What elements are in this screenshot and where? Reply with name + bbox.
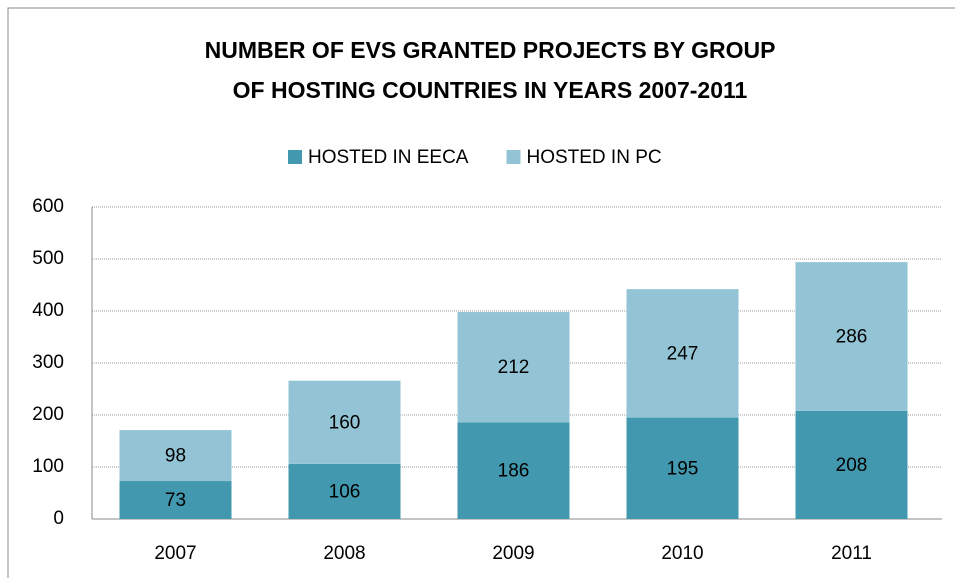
legend-label: HOSTED IN EECA <box>308 147 469 168</box>
legend-swatch <box>506 150 521 164</box>
chart-frame <box>7 7 955 578</box>
data-label: 208 <box>836 455 868 476</box>
data-label: 106 <box>329 481 361 502</box>
chart-title: NUMBER OF EVS GRANTED PROJECTS BY GROUP <box>205 37 776 63</box>
bar-segment <box>626 417 739 519</box>
data-label: 73 <box>165 490 186 511</box>
y-tick-label: 100 <box>32 456 64 477</box>
x-tick-label: 2011 <box>831 543 872 564</box>
x-tick-label: 2010 <box>661 543 703 564</box>
y-tick-label: 0 <box>53 508 64 529</box>
legend-label: HOSTED IN PC <box>526 147 661 168</box>
bar-segment <box>457 422 570 519</box>
chart-title: OF HOSTING COUNTRIES IN YEARS 2007-2011 <box>233 77 748 103</box>
y-tick-label: 500 <box>32 248 64 269</box>
y-tick-label: 400 <box>32 300 64 321</box>
bar-segment <box>795 262 908 411</box>
data-label: 98 <box>165 446 186 467</box>
x-tick-label: 2009 <box>492 543 534 564</box>
bar-segment <box>119 430 232 482</box>
data-label: 247 <box>667 343 699 364</box>
y-tick-label: 200 <box>32 404 64 425</box>
x-tick-label: 2007 <box>154 543 196 564</box>
data-label: 286 <box>836 326 868 347</box>
x-tick-label: 2008 <box>323 543 365 564</box>
legend-swatch <box>288 150 302 164</box>
data-label: 195 <box>667 458 699 479</box>
bar-segment <box>795 410 908 519</box>
data-label: 160 <box>329 412 361 433</box>
y-tick-label: 600 <box>32 196 64 217</box>
data-label: 186 <box>498 461 530 482</box>
bar-segment <box>119 481 232 519</box>
bar-segment <box>457 312 570 423</box>
data-label: 212 <box>498 357 530 378</box>
y-tick-label: 300 <box>32 352 64 373</box>
bar-segment <box>288 463 401 519</box>
bar-segment <box>626 289 739 418</box>
bar-segment <box>288 380 401 464</box>
